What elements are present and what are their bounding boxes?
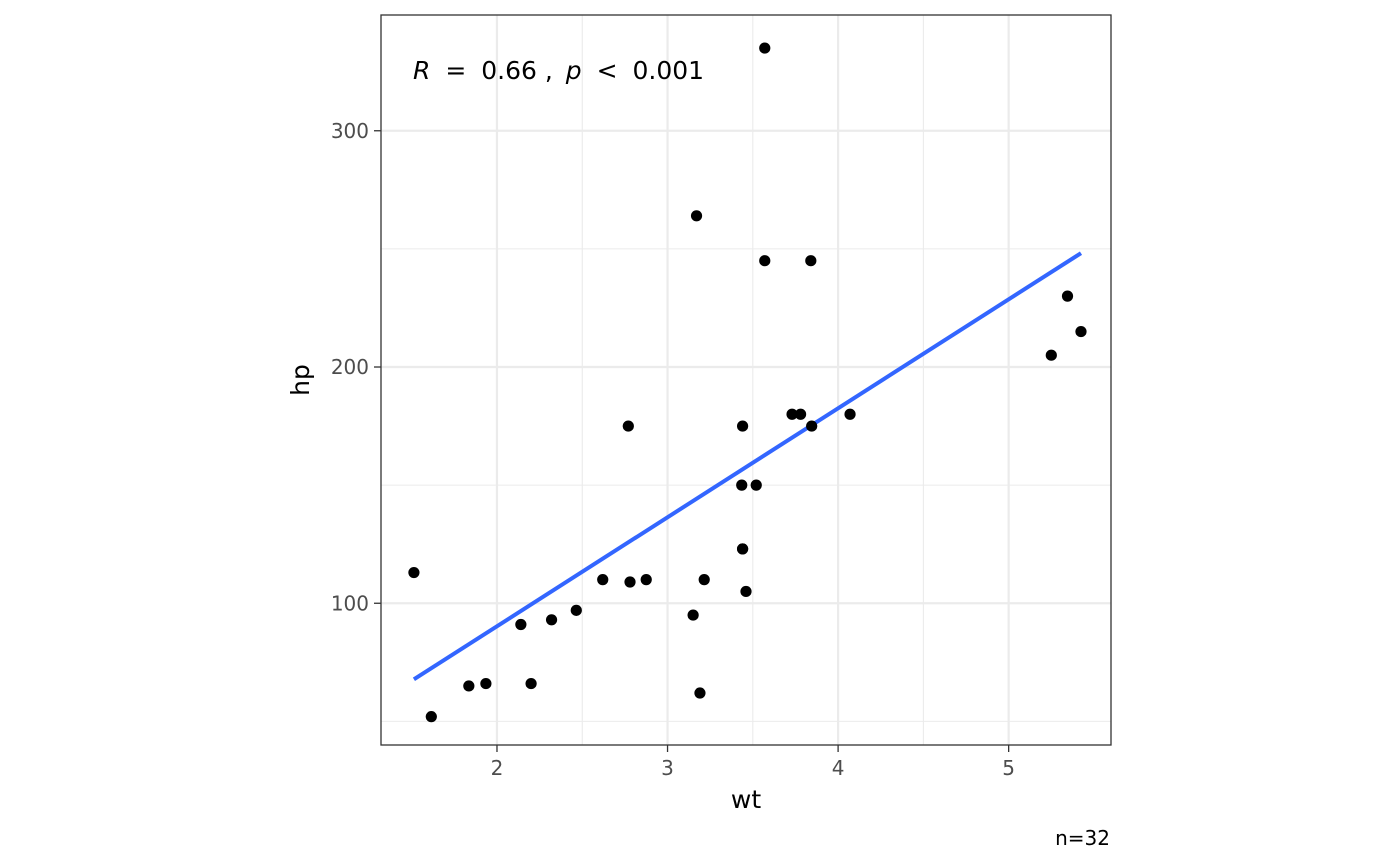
annotation-equals: = (445, 56, 466, 85)
annotation-less-than: < (597, 56, 618, 85)
x-axis-title: wt (731, 785, 761, 814)
major-gridlines (381, 15, 1111, 745)
data-point (690, 210, 703, 222)
data-point (794, 408, 807, 420)
data-point (736, 543, 749, 555)
data-point (844, 408, 856, 420)
data-point (1045, 349, 1057, 361)
data-point (545, 614, 558, 626)
data-point (806, 420, 818, 432)
annotation-text: R = 0.66 , p < 0.001 (413, 56, 704, 85)
caption-n: n=32 (1055, 826, 1110, 850)
data-point (740, 585, 752, 598)
data-point (786, 408, 798, 420)
data-point (694, 687, 706, 699)
data-point (624, 576, 636, 588)
data-point (1075, 325, 1087, 338)
data-point (570, 604, 582, 616)
x-tick-label: 4 (832, 756, 845, 780)
points-layer (408, 42, 1087, 723)
annotation-separator: , (545, 56, 553, 85)
x-tick-label: 3 (661, 756, 674, 780)
annotation-r-label: R (413, 56, 430, 85)
x-tick-label: 2 (491, 756, 504, 780)
y-tick-label: 200 (331, 355, 369, 379)
y-tick-label: 300 (331, 119, 369, 143)
regression-line-layer (412, 251, 1083, 682)
annotation-p-value: 0.001 (633, 56, 705, 85)
data-point (750, 479, 762, 491)
y-tick-label: 100 (331, 591, 369, 615)
annotation-r-value: 0.66 (481, 56, 537, 85)
data-point (597, 574, 609, 586)
annotation-p-label: p (565, 56, 582, 85)
data-point (515, 618, 527, 631)
data-point (759, 255, 771, 267)
data-point (698, 574, 710, 586)
data-point (759, 42, 771, 54)
data-point (805, 255, 817, 267)
plot-background (381, 15, 1111, 745)
x-tick-label: 5 (1002, 756, 1015, 780)
data-point (640, 574, 652, 586)
data-point (480, 677, 492, 690)
data-point (687, 609, 699, 621)
data-point (525, 677, 537, 690)
data-point (736, 479, 748, 491)
data-point (736, 420, 749, 432)
data-point (1061, 290, 1074, 302)
data-point (408, 566, 420, 579)
plot-panel-border (380, 14, 1112, 746)
data-point (425, 711, 437, 723)
y-axis-title: hp (286, 364, 315, 396)
axis-ticks: 2 3 4 5 100 200 300 (331, 119, 1015, 780)
data-point (463, 680, 475, 692)
regression-line (412, 251, 1083, 682)
data-point (622, 420, 634, 432)
